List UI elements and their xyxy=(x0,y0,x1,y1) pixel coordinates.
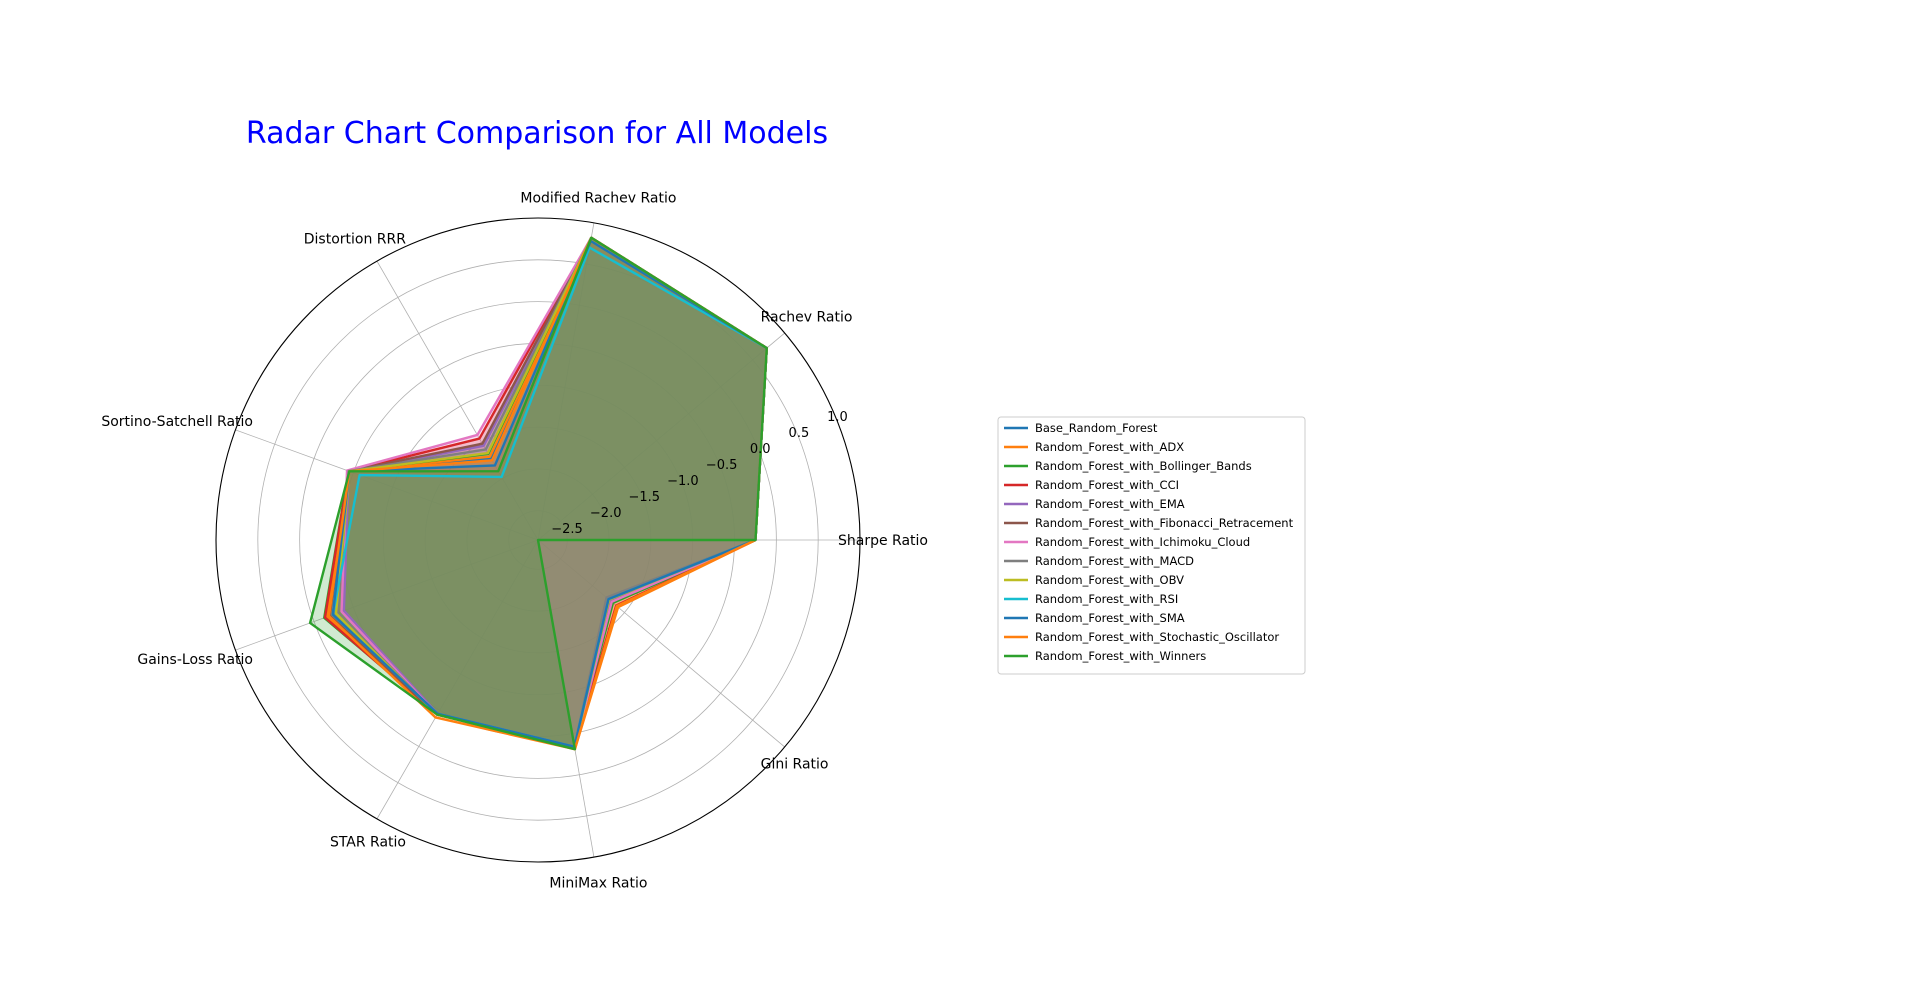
radial-tick-label: −1.5 xyxy=(629,490,661,505)
series-line xyxy=(331,239,768,748)
grid-spoke xyxy=(376,260,539,541)
grid-spoke xyxy=(235,539,539,651)
series-fill xyxy=(332,241,767,747)
radial-tick-label: 0.0 xyxy=(750,442,771,457)
series-fill xyxy=(328,237,767,750)
legend-label: Random_Forest_with_SMA xyxy=(1035,611,1185,625)
axis-label: Sharpe Ratio xyxy=(838,533,928,549)
legend-label: Base_Random_Forest xyxy=(1035,421,1158,435)
radar-tick-labels: −2.5 −2.0 −1.5 −1.0 −0.5 0.0 0.5 1.0 xyxy=(551,410,848,537)
axis-label: Sortino-Satchell Ratio xyxy=(101,414,253,430)
axis-label: Distortion RRR xyxy=(304,232,406,248)
grid-spoke xyxy=(235,429,539,541)
polar-frame xyxy=(215,217,861,863)
grid-spoke xyxy=(537,539,785,748)
legend-label: Random_Forest_with_ADX xyxy=(1035,440,1184,454)
grid-spoke xyxy=(537,222,595,541)
radial-tick-label: −0.5 xyxy=(706,458,738,473)
axis-label: Rachev Ratio xyxy=(761,309,853,325)
series-fill xyxy=(341,237,767,748)
legend: Base_Random_Forest Random_Forest_with_ADX… xyxy=(997,416,1306,675)
series-fill xyxy=(332,237,767,747)
series-fill xyxy=(310,237,767,750)
radial-tick-label: −2.5 xyxy=(551,522,583,537)
legend-label: Random_Forest_with_CCI xyxy=(1035,478,1179,492)
series-fill xyxy=(332,247,767,747)
legend-label: Random_Forest_with_Bollinger_Bands xyxy=(1035,459,1252,473)
chart-title: Radar Chart Comparison for All Models xyxy=(246,116,828,151)
legend-label: Random_Forest_with_EMA xyxy=(1035,497,1185,511)
radial-tick-label: 0.5 xyxy=(789,426,810,441)
radar-series xyxy=(308,236,768,751)
legend-label: Random_Forest_with_Ichimoku_Cloud xyxy=(1035,535,1250,549)
series-fill xyxy=(324,237,767,748)
series-fill xyxy=(327,237,767,750)
radial-tick-label: −2.0 xyxy=(590,506,622,521)
axis-label: Gains-Loss Ratio xyxy=(137,652,253,668)
legend-label: Random_Forest_with_Stochastic_Oscillator xyxy=(1035,630,1279,644)
axis-label: MiniMax Ratio xyxy=(549,876,647,892)
axis-label: Gini Ratio xyxy=(761,757,829,773)
series-fill xyxy=(343,237,767,747)
grid-spoke xyxy=(537,332,785,541)
series-fill xyxy=(336,237,767,748)
legend-label: Random_Forest_with_RSI xyxy=(1035,592,1178,606)
legend-label: Random_Forest_with_Fibonacci_Retracement xyxy=(1035,516,1294,530)
legend-label: Random_Forest_with_Winners xyxy=(1035,649,1206,663)
axis-label: Modified Rachev Ratio xyxy=(520,190,676,206)
series-line xyxy=(308,236,768,751)
grid-spoke xyxy=(376,539,539,820)
legend-label: Random_Forest_with_MACD xyxy=(1035,554,1194,568)
series-fill xyxy=(329,237,767,748)
radial-tick-label: 1.0 xyxy=(827,410,848,425)
series-fill xyxy=(337,237,767,747)
axis-label: STAR Ratio xyxy=(330,834,406,850)
radar-axis-labels: Sharpe Ratio Rachev Ratio Modified Rachev … xyxy=(101,190,928,891)
legend-box xyxy=(997,416,1306,675)
legend-label: Random_Forest_with_OBV xyxy=(1035,573,1184,587)
series-fill xyxy=(325,237,767,748)
radial-tick-label: −1.0 xyxy=(667,474,699,489)
